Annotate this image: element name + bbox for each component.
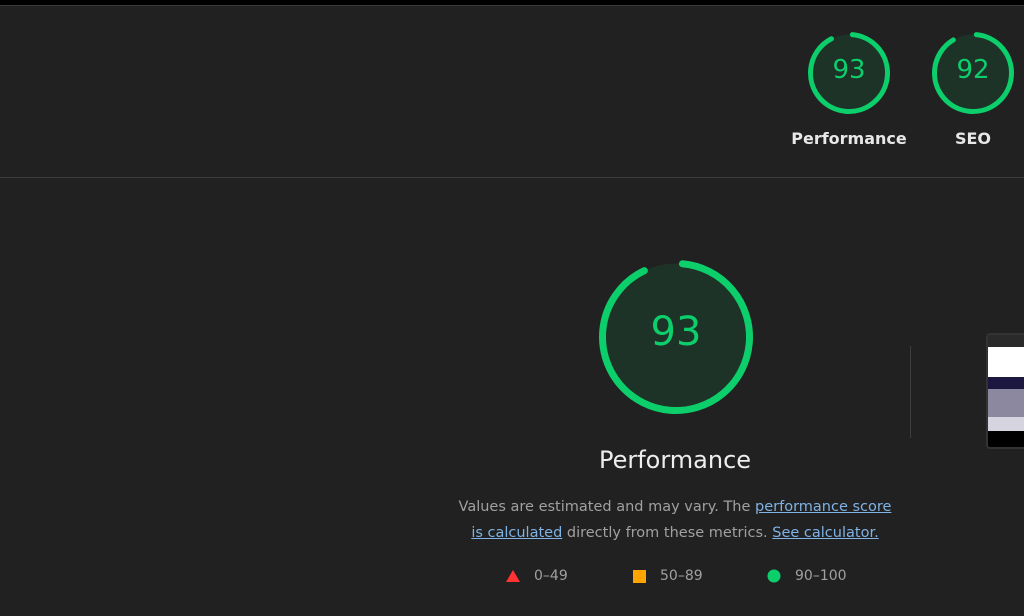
vertical-separator	[910, 346, 911, 438]
gauge-score: 93	[832, 55, 866, 85]
gauge-ring	[599, 260, 753, 414]
legend-range: 0–49	[534, 568, 568, 584]
description-text: Values are estimated and may vary. The	[458, 499, 756, 515]
gauge-ring	[932, 32, 1014, 114]
gauge-background	[810, 34, 888, 112]
score-calculation-link[interactable]: performance score is calculated	[471, 499, 892, 541]
gauge-label: SEO	[954, 129, 992, 148]
top-border	[0, 5, 1024, 6]
gauge-ring	[808, 32, 890, 114]
legend-pass: 90–100	[767, 568, 847, 584]
window-top-bar	[0, 0, 1024, 5]
gauge-background	[934, 34, 1012, 112]
gauge-performance-main: 93	[598, 259, 754, 415]
gauge-label: Performance	[791, 129, 907, 148]
gauge-arc	[599, 260, 753, 414]
gauge-arc	[932, 32, 1014, 114]
green-circle-icon	[767, 569, 781, 583]
gauge-arc	[808, 32, 890, 114]
score-description: Values are estimated and may vary. The p…	[455, 494, 895, 546]
legend-range: 90–100	[795, 568, 847, 584]
category-title: Performance	[598, 446, 752, 474]
legend-fail: 0–49	[506, 568, 568, 584]
orange-square-icon	[633, 569, 646, 583]
legend-average: 50–89	[633, 568, 703, 584]
header-divider	[0, 177, 1024, 178]
page-screenshot-thumbnail[interactable]	[986, 333, 1024, 449]
see-calculator-link[interactable]: See calculator.	[772, 525, 879, 541]
gauge-score: 92	[956, 55, 990, 85]
description-text: directly from these metrics.	[562, 525, 768, 541]
gauge-performance-small[interactable]: 93 Performance	[791, 31, 907, 148]
gauge-seo-small[interactable]: 92 SEO	[931, 31, 1015, 148]
gauge-score: 93	[650, 309, 702, 355]
gauge-background	[602, 263, 750, 411]
legend-range: 50–89	[660, 568, 703, 584]
red-triangle-icon	[506, 570, 520, 582]
